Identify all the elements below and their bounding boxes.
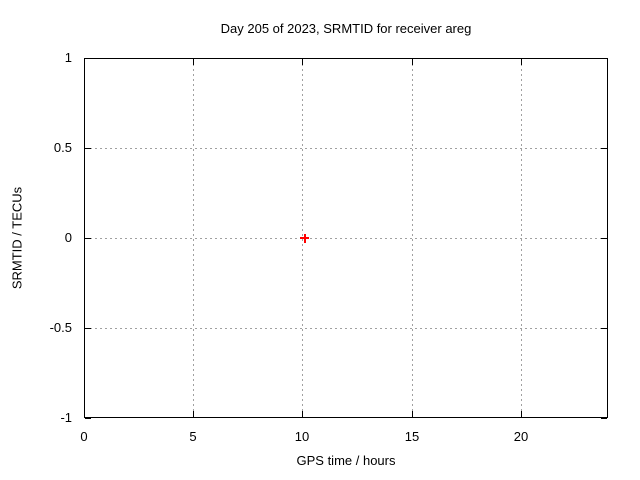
y-tick-label: 0.5	[53, 140, 72, 155]
marker-vertical-bar	[303, 233, 306, 243]
chart-title: Day 205 of 2023, SRMTID for receiver are…	[220, 21, 472, 36]
x-tick-top	[302, 59, 303, 65]
y-tick-label: -0.5	[49, 320, 72, 335]
x-tick-top	[193, 59, 194, 65]
y-tick-left	[85, 418, 91, 419]
x-axis-label: GPS time / hours	[296, 453, 396, 468]
y-tick-left	[85, 58, 91, 59]
y-tick-right	[601, 328, 607, 329]
y-gridline	[85, 328, 607, 329]
y-tick-label: 1	[64, 50, 72, 65]
y-tick-right	[601, 58, 607, 59]
x-tick-bottom	[302, 411, 303, 417]
y-tick-label: 0	[64, 230, 72, 245]
x-tick-bottom	[193, 411, 194, 417]
x-tick-bottom	[521, 411, 522, 417]
x-tick-label: 5	[189, 429, 197, 444]
y-tick-left	[85, 148, 91, 149]
x-tick-bottom	[84, 411, 85, 417]
y-gridline	[85, 238, 607, 239]
y-gridline	[85, 148, 607, 149]
x-tick-label: 15	[404, 429, 420, 444]
y-tick-right	[601, 238, 607, 239]
data-point-marker	[300, 233, 310, 243]
y-tick-right	[601, 148, 607, 149]
plot-area	[84, 58, 608, 418]
x-tick-label: 10	[294, 429, 310, 444]
y-tick-left	[85, 328, 91, 329]
y-tick-left	[85, 238, 91, 239]
x-tick-top	[412, 59, 413, 65]
x-tick-label: 0	[80, 429, 88, 444]
y-tick-label: -1	[60, 410, 72, 425]
x-tick-top	[84, 59, 85, 65]
y-tick-right	[601, 418, 607, 419]
x-tick-label: 20	[513, 429, 529, 444]
x-tick-bottom	[412, 411, 413, 417]
x-tick-top	[521, 59, 522, 65]
